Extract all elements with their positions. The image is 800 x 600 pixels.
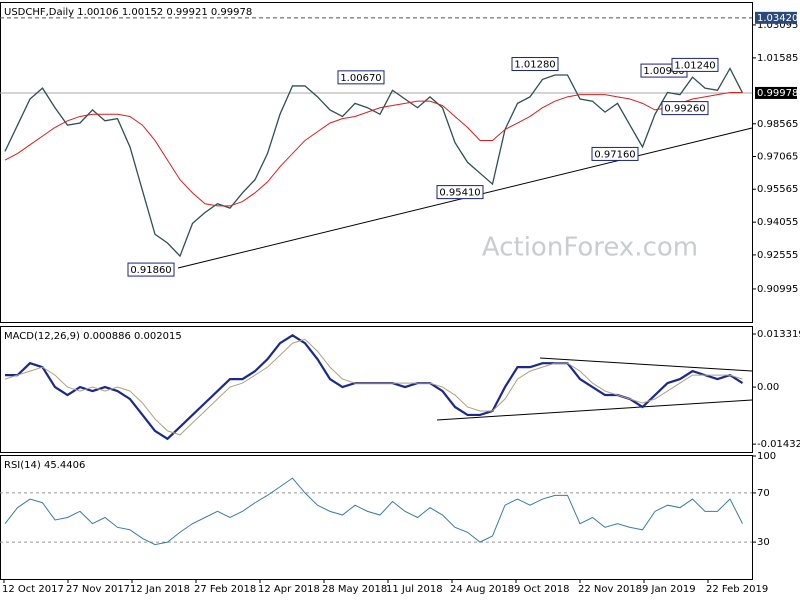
x-tick-label: 27 Nov 2017 xyxy=(66,584,130,595)
annotation-box xyxy=(671,57,719,72)
annotation-box xyxy=(127,262,175,277)
y-tick-label: 1.01585 xyxy=(757,53,798,64)
x-tick-label: 11 Jul 2018 xyxy=(386,584,443,595)
x-tick-label: 27 Feb 2018 xyxy=(194,584,256,595)
series-line xyxy=(4,67,744,258)
annotation-box xyxy=(591,146,639,161)
panel-title: RSI(14) 45.4406 xyxy=(4,460,85,471)
y-tick-label: 0.94055 xyxy=(757,217,798,228)
annotation-box xyxy=(511,57,559,72)
annotation-label: 0.95410 xyxy=(439,188,480,199)
series-line xyxy=(4,91,743,207)
macd-panel xyxy=(0,326,753,453)
x-tick-label: 12 Oct 2017 xyxy=(2,584,64,595)
level-label: 1.03420 xyxy=(757,13,798,24)
y-tick-label: 0.90995 xyxy=(757,284,798,295)
series-line xyxy=(4,477,743,546)
rsi-panel xyxy=(0,455,753,580)
annotation-label: 0.99260 xyxy=(664,104,705,115)
y-tick-label: 0.00 xyxy=(757,382,779,393)
y-tick-label: -0.014323 xyxy=(757,439,800,450)
x-tick-label: 9 Oct 2018 xyxy=(514,584,569,595)
y-tick-label: 0.98565 xyxy=(757,119,798,130)
x-tick-label: 12 Apr 2018 xyxy=(258,584,320,595)
annotation-label: 1.01280 xyxy=(514,60,555,71)
level-box xyxy=(755,11,797,24)
annotation-label: 0.91860 xyxy=(130,265,171,276)
x-tick-label: 24 Aug 2018 xyxy=(450,584,514,595)
annotation-label: 1.00670 xyxy=(340,73,381,84)
last-label: 0.99978 xyxy=(757,88,798,99)
y-tick-label: 1.03095 xyxy=(757,20,798,31)
annotation-label: 1.00980 xyxy=(643,66,684,77)
x-tick-label: 22 Feb 2019 xyxy=(706,584,768,595)
y-tick-label: 100 xyxy=(757,451,776,462)
panel-title: MACD(12,26,9) 0.000886 0.002015 xyxy=(4,331,182,342)
trend-line xyxy=(539,357,753,372)
series-line xyxy=(4,338,743,436)
y-tick-label: 0.92555 xyxy=(757,250,798,261)
y-tick-label: 0.95565 xyxy=(757,184,798,195)
x-tick-label: 22 Nov 2018 xyxy=(578,584,642,595)
y-tick-label: 70 xyxy=(757,488,770,499)
trend-line xyxy=(436,399,753,421)
annotation-label: 1.01240 xyxy=(674,60,715,71)
x-tick-label: 9 Jan 2019 xyxy=(642,584,696,595)
x-tick-label: 12 Jan 2018 xyxy=(130,584,190,595)
watermark: ActionForex.com xyxy=(482,233,698,263)
series-line xyxy=(5,333,744,441)
price-panel xyxy=(0,2,753,323)
annotation-box xyxy=(661,101,709,116)
last-box xyxy=(755,86,797,99)
annotation-label: 0.97160 xyxy=(594,149,635,160)
y-tick-label: 0.013319 xyxy=(757,329,800,340)
y-tick-label: 0.97065 xyxy=(757,151,798,162)
panel-title: USDCHF,Daily 1.00106 1.00152 0.99921 0.9… xyxy=(4,7,252,18)
x-tick-label: 28 May 2018 xyxy=(322,584,387,595)
y-tick-label: 30 xyxy=(757,537,770,548)
annotation-box xyxy=(436,185,484,200)
annotation-box xyxy=(337,70,385,85)
